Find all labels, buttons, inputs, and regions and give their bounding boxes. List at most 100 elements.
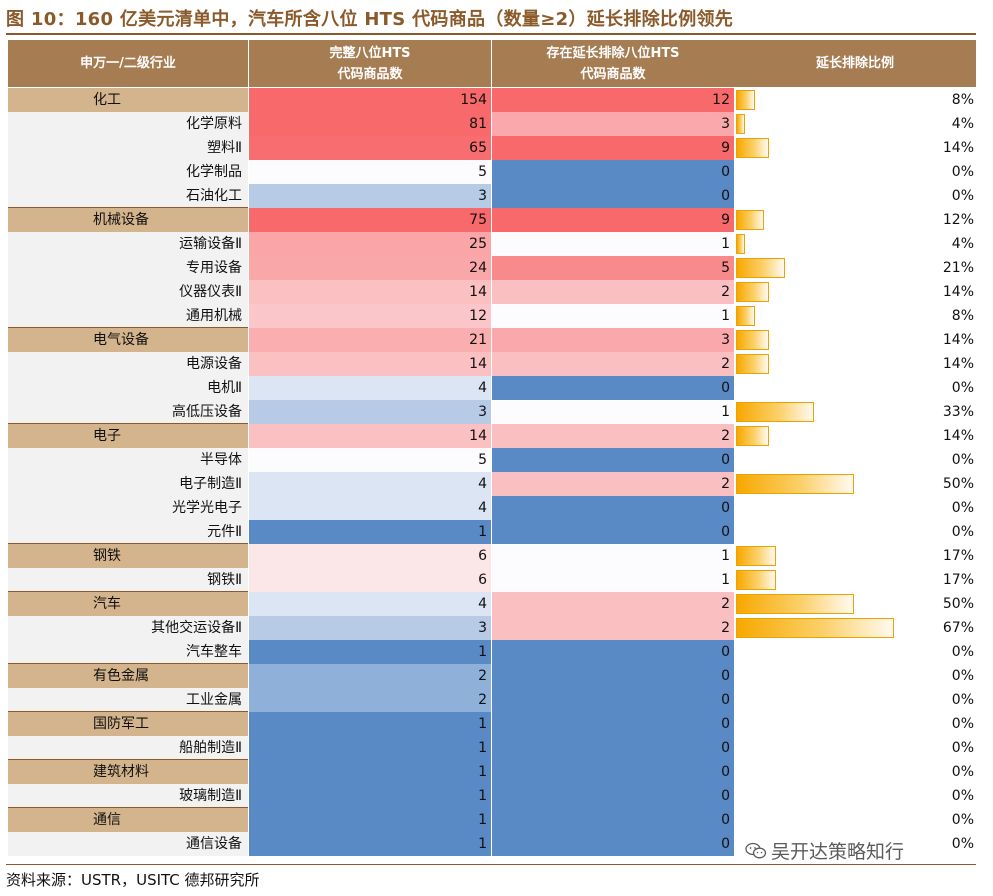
total-count-cell: 24 (249, 256, 491, 280)
header-excluded-count: 存在延长排除八位HTS 代码商品数 (492, 40, 734, 87)
excluded-count-cell: 0 (492, 448, 734, 472)
excluded-count-cell: 0 (492, 376, 734, 400)
table-row: 高低压设备 3 1 33% (8, 400, 976, 424)
industry-level2-label: 电源设备 (8, 352, 248, 376)
ratio-bar (736, 474, 854, 494)
table-row: 电子制造Ⅱ 4 2 50% (8, 472, 976, 496)
ratio-bar (736, 330, 769, 350)
excluded-count-cell: 12 (492, 88, 734, 112)
table-row: 半导体 5 0 0% (8, 448, 976, 472)
excluded-count-cell: 0 (492, 160, 734, 184)
ratio-bar (736, 306, 755, 326)
industry-level1-label: 有色金属 (8, 664, 248, 688)
ratio-label: 50% (942, 596, 974, 612)
table-row: 化学制品 5 0 0% (8, 160, 976, 184)
table-row: 仪器仪表Ⅱ 14 2 14% (8, 280, 976, 304)
excluded-count-cell: 1 (492, 400, 734, 424)
ratio-label: 50% (942, 476, 974, 492)
group-separator (8, 807, 248, 808)
ratio-bar (736, 234, 745, 254)
ratio-cell: 4% (734, 112, 976, 136)
industry-level2-label: 石油化工 (8, 184, 248, 208)
excluded-count-cell: 0 (492, 640, 734, 664)
total-count-cell: 4 (249, 472, 491, 496)
ratio-label: 0% (951, 716, 974, 732)
table-row: 电源设备 14 2 14% (8, 352, 976, 376)
ratio-cell: 33% (734, 400, 976, 424)
excluded-count-cell: 9 (492, 208, 734, 232)
excluded-count-cell: 2 (492, 280, 734, 304)
wechat-icon (745, 842, 767, 858)
excluded-count-cell: 0 (492, 736, 734, 760)
ratio-cell: 21% (734, 256, 976, 280)
excluded-count-cell: 1 (492, 544, 734, 568)
excluded-count-cell: 0 (492, 832, 734, 856)
table-row: 建筑材料 1 0 0% (8, 760, 976, 784)
industry-level2-label: 运输设备Ⅱ (8, 232, 248, 256)
ratio-label: 33% (942, 404, 974, 420)
ratio-cell: 0% (734, 640, 976, 664)
ratio-bar (736, 282, 769, 302)
group-separator (8, 591, 248, 592)
industry-level2-label: 钢铁Ⅱ (8, 568, 248, 592)
industry-level1-label: 钢铁 (8, 544, 248, 568)
excluded-count-cell: 9 (492, 136, 734, 160)
industry-level2-label: 高低压设备 (8, 400, 248, 424)
ratio-label: 0% (951, 452, 974, 468)
industry-level2-label: 元件Ⅱ (8, 520, 248, 544)
ratio-bar (736, 114, 745, 134)
ratio-label: 0% (951, 692, 974, 708)
ratio-label: 17% (942, 548, 974, 564)
table-row: 汽车整车 1 0 0% (8, 640, 976, 664)
total-count-cell: 65 (249, 136, 491, 160)
total-count-cell: 2 (249, 664, 491, 688)
ratio-cell: 0% (734, 376, 976, 400)
table-row: 通用机械 12 1 8% (8, 304, 976, 328)
ratio-label: 8% (951, 308, 974, 324)
title-rule (6, 33, 976, 35)
header-total-line1: 完整八位HTS (329, 45, 411, 61)
table-row: 工业金属 2 0 0% (8, 688, 976, 712)
ratio-cell: 67% (734, 616, 976, 640)
group-separator (8, 711, 248, 712)
excluded-count-cell: 1 (492, 304, 734, 328)
table-row: 通信设备 1 0 0% (8, 832, 976, 856)
total-count-cell: 1 (249, 712, 491, 736)
ratio-cell: 8% (734, 304, 976, 328)
industry-level1-label: 建筑材料 (8, 760, 248, 784)
ratio-cell: 4% (734, 232, 976, 256)
total-count-cell: 1 (249, 808, 491, 832)
ratio-bar (736, 618, 894, 638)
figure-title: 图 10：160 亿美元清单中，汽车所含八位 HTS 代码商品（数量≥2）延长排… (6, 9, 734, 30)
table-row: 电气设备 21 3 14% (8, 328, 976, 352)
excluded-count-cell: 0 (492, 664, 734, 688)
industry-level1-label: 国防军工 (8, 712, 248, 736)
industry-level2-label: 通信设备 (8, 832, 248, 856)
ratio-cell: 0% (734, 688, 976, 712)
ratio-label: 14% (942, 332, 974, 348)
industry-level2-label: 专用设备 (8, 256, 248, 280)
ratio-cell: 0% (734, 448, 976, 472)
ratio-label: 0% (951, 668, 974, 684)
ratio-label: 21% (942, 260, 974, 276)
header-total-count: 完整八位HTS 代码商品数 (249, 40, 491, 87)
group-separator (8, 207, 248, 208)
industry-level2-label: 化学原料 (8, 112, 248, 136)
ratio-cell: 8% (734, 88, 976, 112)
group-separator (8, 543, 248, 544)
excluded-count-cell: 0 (492, 688, 734, 712)
ratio-cell: 0% (734, 712, 976, 736)
excluded-count-cell: 1 (492, 232, 734, 256)
excluded-count-cell: 0 (492, 712, 734, 736)
table-row: 元件Ⅱ 1 0 0% (8, 520, 976, 544)
industry-level2-label: 光学光电子 (8, 496, 248, 520)
excluded-count-cell: 2 (492, 424, 734, 448)
table-row: 光学光电子 4 0 0% (8, 496, 976, 520)
total-count-cell: 14 (249, 280, 491, 304)
ratio-cell: 0% (734, 736, 976, 760)
table-row: 塑料Ⅱ 65 9 14% (8, 136, 976, 160)
table-row: 电机Ⅱ 4 0 0% (8, 376, 976, 400)
industry-level1-label: 电子 (8, 424, 248, 448)
excluded-count-cell: 3 (492, 328, 734, 352)
industry-level2-label: 电子制造Ⅱ (8, 472, 248, 496)
